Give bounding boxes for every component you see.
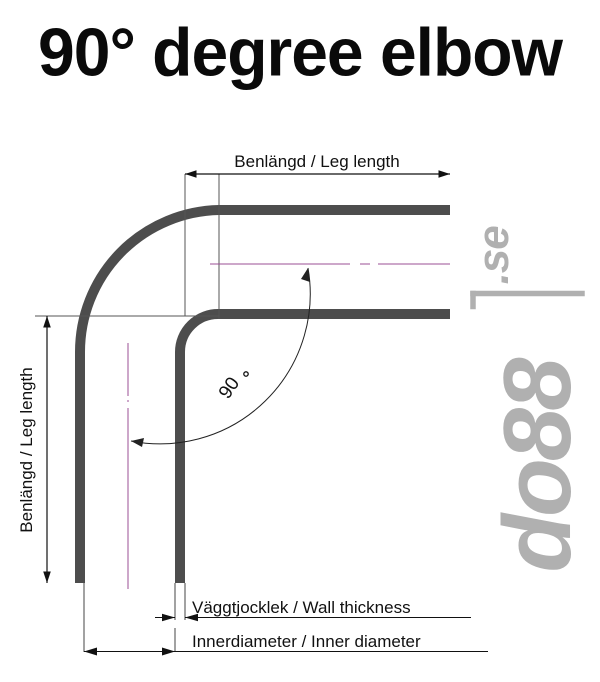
svg-text:.se: .se — [469, 226, 518, 285]
svg-text:Benlängd / Leg length: Benlängd / Leg length — [17, 367, 36, 532]
svg-text:Benlängd / Leg length: Benlängd / Leg length — [234, 152, 399, 171]
svg-text:Väggtjocklek / Wall thickness: Väggtjocklek / Wall thickness — [192, 598, 411, 617]
svg-text:90: 90 — [215, 374, 244, 403]
svg-text:do88: do88 — [484, 357, 591, 573]
svg-text:Innerdiameter / Inner diameter: Innerdiameter / Inner diameter — [192, 632, 421, 651]
